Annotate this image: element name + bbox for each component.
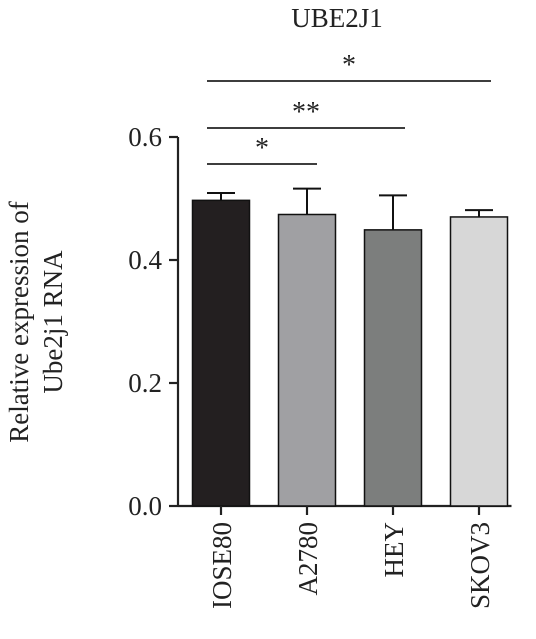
y-tick-label: 0.6 [128,122,162,152]
y-tick-label: 0.2 [128,368,162,398]
y-axis-label-line-1: Relative expression of [4,201,34,442]
bar-hey [363,229,423,507]
significance-label: ** [292,97,320,128]
y-axis-label-line-2: Ube2j1 RNA [38,250,68,394]
y-tick-label: 0.0 [128,491,162,521]
x-tick-label-a2780: A2780 [293,522,323,596]
y-axis-label: Relative expression of Ube2j1 RNA [4,201,68,442]
x-tick-label-skov3: SKOV3 [465,522,495,609]
significance-label: * [255,133,269,164]
bar-skov3 [449,216,509,507]
significance-label: * [342,50,356,81]
y-tick-label: 0.4 [128,245,162,275]
x-tick-label-hey: HEY [379,522,409,578]
bar-iose80 [191,199,251,507]
bar-a2780 [277,213,337,507]
x-tick-label-iose80: IOSE80 [207,522,237,609]
chart-title: UBE2J1 [291,3,383,33]
